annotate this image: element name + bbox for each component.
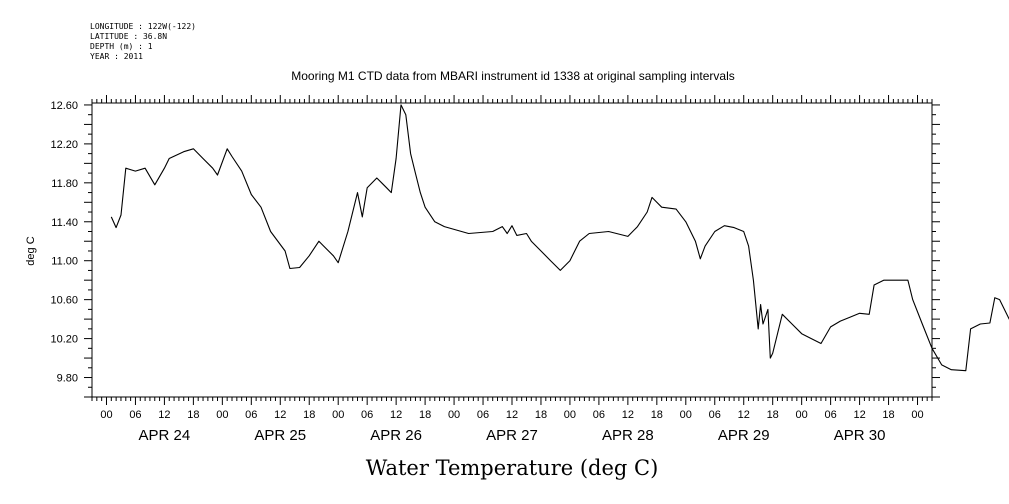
longitude-text: LONGITUDE : 122W(-122)	[90, 22, 196, 31]
y-tick-label: 10.60	[50, 295, 78, 307]
hour-label: 18	[651, 409, 663, 421]
hour-label: 06	[477, 409, 489, 421]
x-axis-label: Water Temperature (deg C)	[366, 456, 659, 480]
hour-label: 00	[448, 409, 460, 421]
hour-label: 12	[274, 409, 286, 421]
depth-text: DEPTH (m) : 1	[90, 42, 153, 51]
hour-label: 00	[216, 409, 228, 421]
hour-label: 00	[100, 409, 112, 421]
hour-label: 06	[129, 409, 141, 421]
hour-label: 00	[911, 409, 923, 421]
x-axis: 00 06 12 18 00 06 12 18 00 06 12 18 00 06 12 18 00 06 12 18…	[91, 95, 933, 444]
hour-label: 00	[332, 409, 344, 421]
hour-label: 06	[361, 409, 373, 421]
y-tick-label: 10.20	[50, 334, 78, 346]
series-layer	[110, 104, 1009, 372]
hour-label: 06	[593, 409, 605, 421]
day-label: APR 24	[139, 427, 191, 444]
hour-label: 18	[882, 409, 894, 421]
hour-label: 18	[535, 409, 547, 421]
day-label: APR 26	[370, 427, 422, 444]
y-axis-label: deg C	[25, 236, 37, 265]
y-tick-label: 12.20	[50, 139, 78, 151]
hour-label: 00	[680, 409, 692, 421]
hour-label: 06	[245, 409, 257, 421]
hour-label: 00	[796, 409, 808, 421]
hour-label: 06	[824, 409, 836, 421]
day-label: APR 28	[602, 427, 654, 444]
y-tick-label: 11.40	[51, 217, 78, 229]
day-label: APR 25	[254, 427, 306, 444]
hour-label: 12	[158, 409, 170, 421]
hour-label: 18	[187, 409, 199, 421]
chart-title: Mooring M1 CTD data from MBARI instrumen…	[291, 69, 735, 83]
hour-label: 06	[709, 409, 721, 421]
hour-label: 12	[390, 409, 402, 421]
day-label: APR 30	[834, 427, 886, 444]
hour-label: 12	[622, 409, 634, 421]
y-tick-label: 9.80	[57, 373, 78, 385]
y-tick-label: 11.80	[51, 178, 78, 190]
metadata-block: LONGITUDE : 122W(-122) LATITUDE : 36.8N …	[90, 22, 196, 61]
temperature-line	[110, 104, 1009, 372]
day-label: APR 27	[486, 427, 538, 444]
y-tick-label: 12.60	[50, 100, 78, 112]
y-axis: 9.80 10.20 10.60 11.00 11.40 11.80 12.20 12.60	[50, 100, 940, 398]
hour-label: 12	[738, 409, 750, 421]
hour-label: 00	[564, 409, 576, 421]
hour-label: 12	[506, 409, 518, 421]
y-tick-label: 11.00	[51, 256, 78, 268]
plot-frame	[91, 102, 933, 398]
hour-label: 12	[853, 409, 865, 421]
hour-label: 18	[419, 409, 431, 421]
hour-label: 18	[303, 409, 315, 421]
hour-label: 18	[767, 409, 779, 421]
latitude-text: LATITUDE : 36.8N	[90, 32, 167, 41]
day-label: APR 29	[718, 427, 770, 444]
year-text: YEAR : 2011	[90, 52, 143, 61]
